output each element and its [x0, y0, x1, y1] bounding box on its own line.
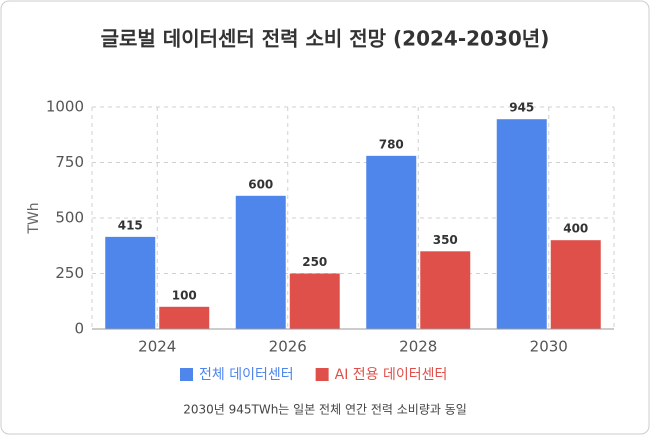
legend-swatch	[180, 368, 193, 381]
bar	[159, 306, 210, 329]
y-tick-label: 500	[55, 209, 84, 227]
legend-swatch	[315, 368, 329, 381]
x-tick-label: 2026	[269, 338, 307, 356]
x-tick-label: 2030	[530, 338, 568, 356]
value-label: 400	[563, 222, 588, 236]
bar	[550, 240, 601, 329]
x-tick-label: 2028	[399, 338, 437, 356]
x-tick-label: 2024	[138, 338, 176, 356]
bar	[289, 273, 340, 329]
y-tick-label: 750	[55, 153, 84, 171]
bar	[366, 155, 417, 329]
bar	[235, 195, 286, 329]
value-label: 250	[302, 255, 327, 269]
y-axis-label: TWh	[26, 202, 42, 234]
chart-title: 글로벌 데이터센터 전력 소비 전망 (2024-2030년)	[101, 27, 550, 51]
y-tick-label: 0	[74, 320, 84, 338]
legend-label: AI 전용 데이터센터	[335, 367, 448, 383]
value-label: 780	[379, 137, 404, 151]
y-tick-label: 250	[55, 264, 84, 282]
value-label: 600	[248, 177, 273, 191]
value-label: 945	[509, 101, 534, 115]
value-label: 100	[172, 288, 197, 302]
footnote: 2030년 945TWh는 일본 전체 연간 전력 소비량과 동일	[183, 403, 467, 417]
legend-label: 전체 데이터센터	[199, 367, 294, 383]
value-label: 350	[433, 233, 458, 247]
bar	[105, 236, 156, 329]
bar	[420, 251, 471, 329]
bar	[496, 119, 547, 330]
y-tick-label: 1000	[46, 98, 84, 116]
value-label: 415	[118, 218, 143, 232]
